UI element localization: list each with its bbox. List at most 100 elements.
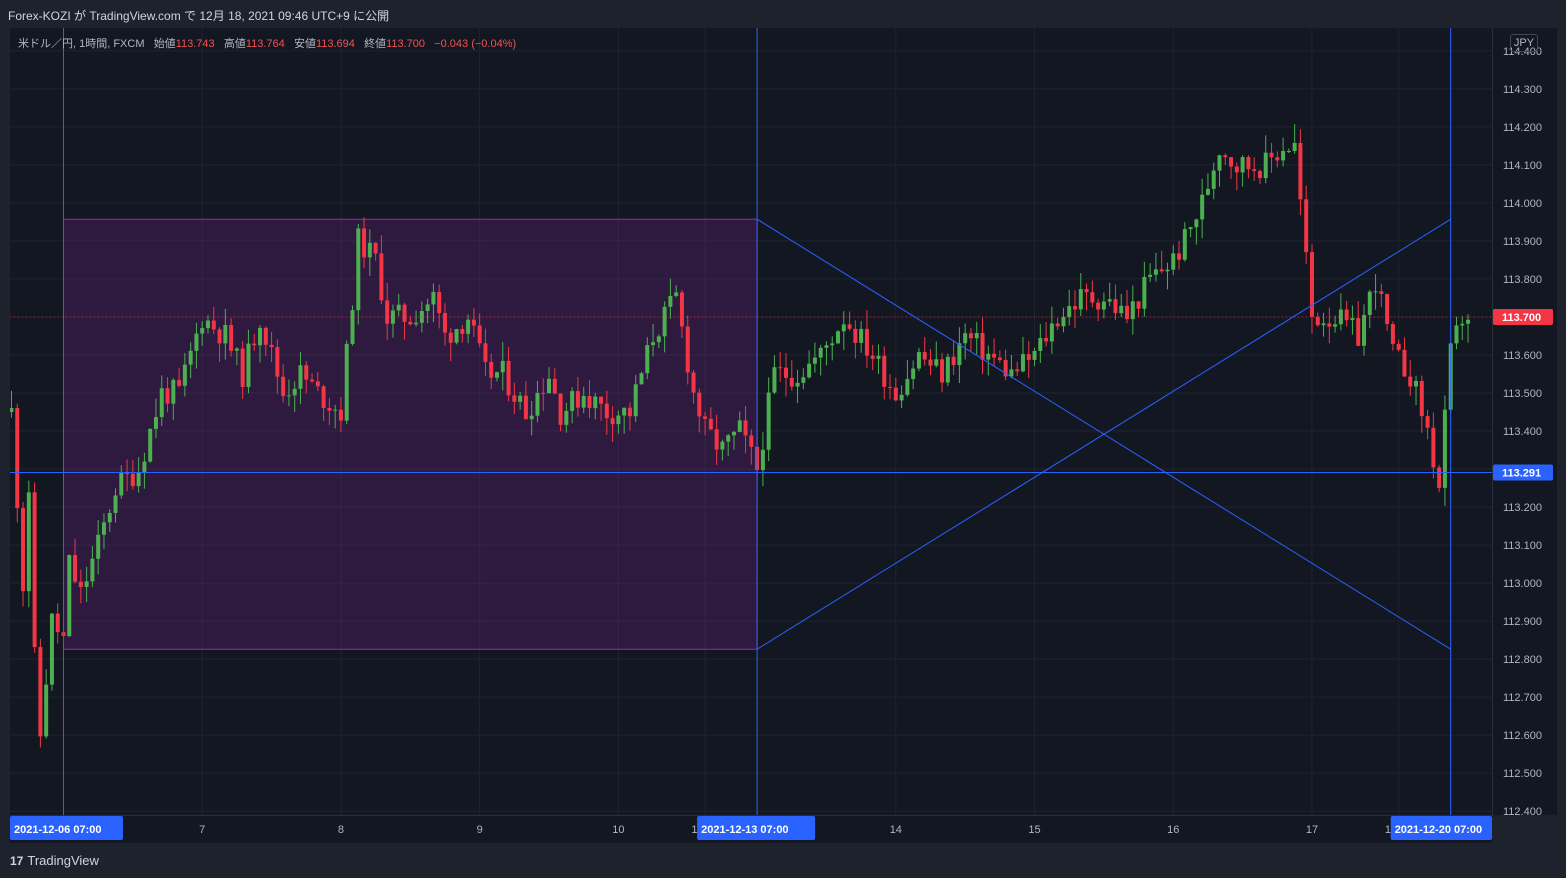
candle-body	[1130, 301, 1135, 320]
grid	[10, 28, 1492, 815]
bottom-bar: 17 TradingView	[0, 843, 1566, 878]
candle-body	[21, 508, 26, 592]
candle-body	[327, 408, 332, 411]
candle-body	[604, 403, 609, 419]
candle-body	[1200, 194, 1205, 220]
price-tick-label: 113.500	[1503, 388, 1542, 400]
candle-body	[188, 350, 193, 365]
candle-body	[512, 395, 517, 402]
candle-body	[772, 367, 777, 393]
candle-body	[1032, 350, 1037, 360]
price-tick-label: 113.100	[1503, 540, 1542, 552]
range-box-rect	[63, 218, 758, 650]
candle-body	[125, 473, 130, 475]
candle-body	[697, 392, 702, 417]
candle-body	[78, 581, 83, 588]
candle-body	[766, 392, 771, 450]
candle-body	[67, 555, 72, 637]
candle-body	[1292, 142, 1297, 152]
candle-body	[1396, 343, 1401, 350]
candle-body	[367, 242, 372, 258]
candle-body	[246, 343, 251, 387]
candle-body	[720, 441, 725, 450]
candle-body	[1252, 169, 1257, 172]
legend-low-label: 安値	[293, 38, 316, 50]
candle-body	[593, 396, 598, 409]
candle-body	[685, 326, 690, 373]
candle-body	[1425, 416, 1430, 428]
candle-body	[570, 391, 575, 411]
chart-area[interactable]	[10, 28, 1492, 815]
candle-body	[905, 379, 910, 395]
candlestick-chart[interactable]	[10, 28, 1492, 815]
candle-body	[1153, 269, 1158, 275]
candle-body	[252, 343, 257, 346]
candle-body	[396, 304, 401, 311]
candle-body	[1142, 276, 1147, 309]
candle-body	[471, 319, 476, 326]
candle-body	[1379, 291, 1384, 294]
candle-body	[414, 322, 419, 325]
candle-body	[784, 367, 788, 378]
candle-body	[731, 431, 736, 436]
projection-line	[756, 218, 1451, 650]
candle-body	[113, 495, 118, 513]
candle-body	[1385, 293, 1390, 325]
candle-body	[1315, 316, 1320, 326]
candle-body	[142, 461, 147, 473]
candle-body	[84, 581, 89, 588]
candle-body	[940, 359, 945, 383]
candle-body	[1067, 306, 1072, 317]
candle-body	[1211, 170, 1216, 189]
price-axis[interactable]: 114.400 114.300 114.200 114.100 114.000 113.9…	[1492, 28, 1557, 818]
range-box	[63, 218, 758, 650]
candle-body	[1362, 314, 1366, 346]
candle-body	[200, 328, 205, 334]
price-label-badge	[1493, 308, 1553, 325]
candle-body	[1419, 380, 1424, 417]
candle-body	[708, 418, 713, 430]
candle-body	[1090, 292, 1095, 303]
candle-body	[945, 356, 950, 383]
candle-body	[651, 342, 656, 346]
candle-body	[362, 228, 367, 258]
candle-body	[1327, 323, 1332, 327]
candle-body	[1304, 199, 1309, 253]
candle-body	[356, 228, 361, 311]
candle-body	[73, 555, 78, 582]
candle-body	[1113, 299, 1118, 314]
candle-body	[159, 388, 164, 418]
candle-body	[101, 522, 106, 535]
candle-body	[286, 395, 291, 397]
candle-body	[888, 386, 893, 388]
candle-body	[1367, 291, 1372, 315]
candle-body	[1269, 152, 1274, 158]
candle-body	[992, 353, 997, 358]
time-axis[interactable]: 2021-12-06 07:007891015:002021-12-13 07:…	[10, 815, 1492, 844]
candle-body	[1229, 157, 1234, 167]
candle-body	[1333, 324, 1338, 327]
candle-body	[547, 378, 552, 394]
candle-body	[385, 300, 390, 324]
candle-body	[853, 328, 858, 343]
candle-body	[448, 332, 453, 343]
price-tick-label: 114.100	[1503, 160, 1542, 172]
candle-body	[812, 357, 817, 364]
candle-body	[460, 329, 465, 334]
candle-body	[922, 352, 927, 360]
time-tick-label: 10	[612, 824, 624, 836]
candle-body	[379, 253, 384, 301]
candle-body	[136, 472, 141, 487]
currency-button[interactable]: JPY	[1510, 34, 1538, 52]
tradingview-brand[interactable]: 17 TradingView	[10, 853, 99, 868]
candle-body	[1038, 338, 1043, 351]
candle-body	[1431, 427, 1436, 468]
price-tick-label: 114.300	[1503, 84, 1542, 96]
candle-body	[1084, 289, 1089, 293]
candle-body	[928, 359, 933, 366]
candle-body	[130, 473, 135, 487]
candle-body	[1338, 309, 1343, 325]
candle-body	[506, 360, 511, 396]
candle-body	[830, 343, 835, 346]
candle-body	[182, 364, 187, 386]
